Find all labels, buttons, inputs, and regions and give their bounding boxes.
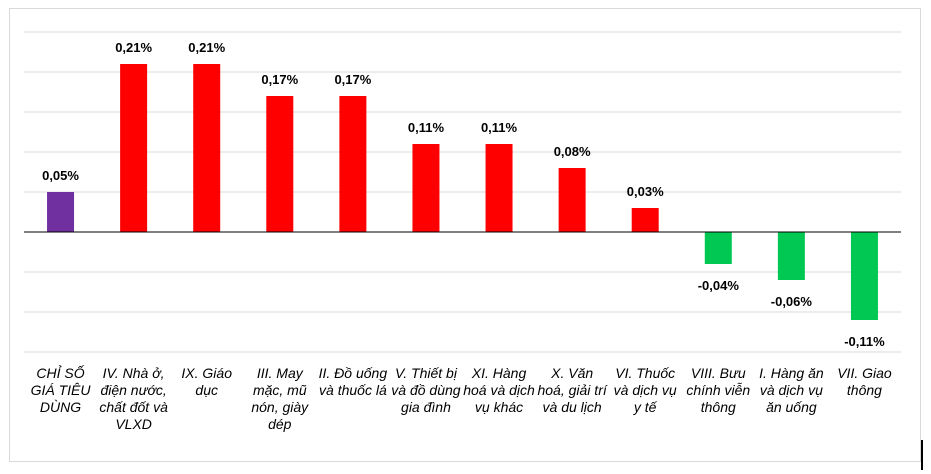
value-label: 0,21% [188,40,225,55]
value-label: 0,17% [261,72,298,87]
category-label: IV. Nhà ở, điện nước, chất đốt và VLXD [99,365,168,432]
category-label: V. Thiết bị và đồ dùng gia đình [391,365,461,415]
bar [47,192,75,232]
bar [485,144,513,232]
bar [193,64,221,232]
bar [412,144,440,232]
bar [339,96,367,232]
value-label: 0,11% [408,120,445,135]
value-labels: 0,05% 0,21% 0,21% 0,17% 0,17% 0,11% 0,11% 0,08%… [42,40,885,349]
category-label: I. Hàng ăn và dịch vụ ăn uống [759,365,824,415]
bar [558,168,586,232]
value-label: -0,04% [698,278,740,293]
bars [47,64,878,320]
value-label: 0,08% [554,144,591,159]
category-label: XI. Hàng hoá và dịch vụ khác [463,365,535,415]
category-label: VI. Thuốc và dịch vụ y tế [613,365,677,415]
bar [850,232,878,320]
frame-edge-tick [921,440,923,470]
bar [704,232,732,264]
category-label: IX. Giáo dục [181,365,232,398]
category-label: II. Đồ uống và thuốc lá [318,365,388,398]
value-label: 0,21% [115,40,152,55]
bar [266,96,294,232]
value-label: 0,11% [481,120,518,135]
category-label: III. May mặc, mũ nón, giày dép [251,365,309,432]
bar [777,232,805,280]
value-label: 0,03% [627,184,664,199]
value-label: -0,11% [844,334,885,349]
category-label: VIII. Bưu chính viễn thông [686,365,751,415]
value-label: -0,06% [771,294,813,309]
value-label: 0,17% [334,72,371,87]
category-label: X. Văn hoá, giải trí và du lịch [537,365,607,415]
category-label: VII. Giao thông [837,365,892,398]
category-label: CHỈ SỐ GIÁ TIÊU DÙNG [30,365,91,415]
bar [631,208,659,232]
chart-frame [9,8,921,462]
value-label: 0,05% [42,168,79,183]
bar [120,64,148,232]
